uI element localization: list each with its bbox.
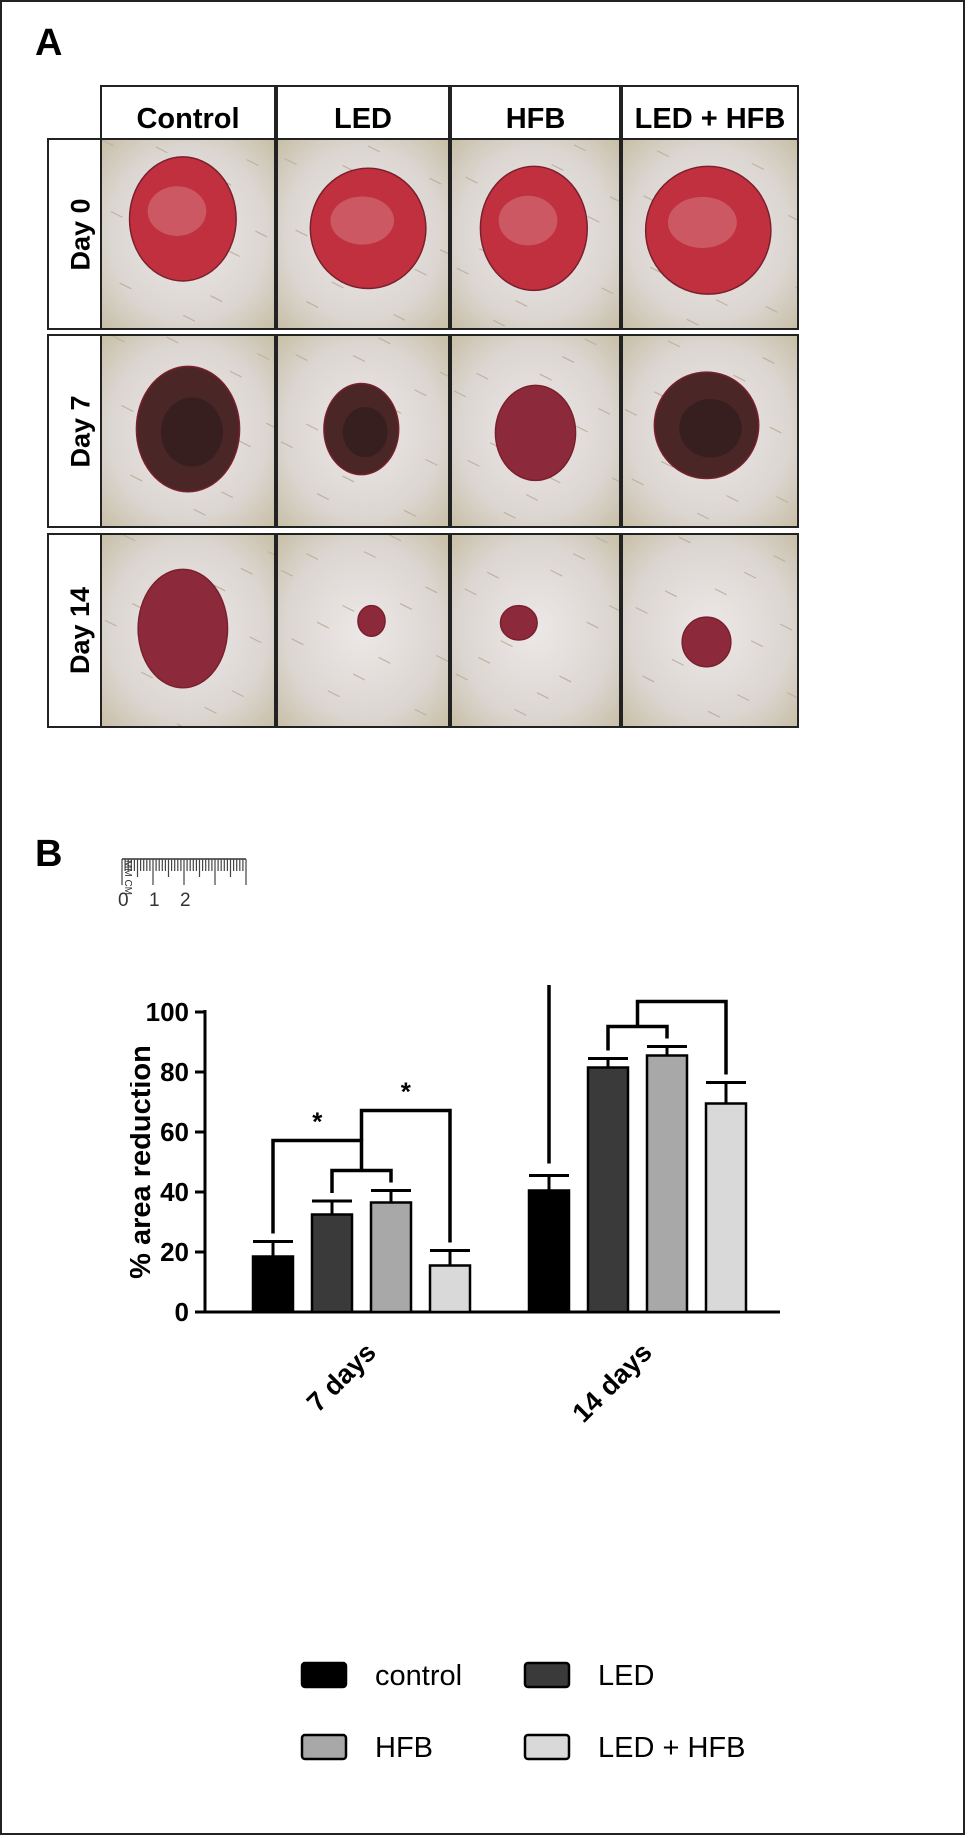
significance-star: * (401, 1077, 412, 1107)
significance-star: * (687, 985, 698, 998)
bar (428, 1264, 472, 1314)
y-tick-label: 100 (146, 997, 189, 1027)
bar (704, 1102, 748, 1314)
significance-bracket (271, 1138, 364, 1234)
ruler-label: 0 (118, 890, 129, 911)
y-tick-label: 80 (160, 1057, 189, 1087)
panel-a-letter: A (35, 22, 63, 64)
y-tick-label: 20 (160, 1237, 189, 1267)
wound-photo (621, 533, 799, 728)
wound-photo (276, 334, 450, 528)
wound-photo (450, 533, 621, 728)
bar (586, 1066, 630, 1314)
significance-star: * (312, 1107, 323, 1137)
legend-label: HFB (375, 1732, 433, 1764)
legend-swatch (523, 1661, 571, 1689)
panel-b-letter: B (35, 833, 63, 875)
area-reduction-bar-chart: 0 20 40 60 80 100 % area reduction 7 days 14 day… (130, 985, 780, 1428)
row-header-day-0-label: Day 0 (65, 197, 96, 271)
y-tick-label: 60 (160, 1117, 189, 1147)
y-tick-label: 40 (160, 1177, 189, 1207)
legend-label: control (375, 1660, 462, 1692)
bar (310, 1213, 354, 1314)
x-category-label: 7 days (301, 1337, 382, 1418)
significance-bracket (359, 1108, 452, 1243)
bar (645, 1054, 689, 1314)
ruler-label: 2 (180, 890, 191, 911)
wound-photo (450, 138, 621, 330)
y-tick-label: 0 (175, 1297, 189, 1327)
wound-photo (100, 533, 276, 728)
wound-photo (276, 138, 450, 330)
wound-photo (100, 138, 276, 330)
x-category-label: 14 days (566, 1337, 657, 1428)
scale-ruler: MM CM0 1 2 (118, 858, 247, 911)
significance-bracket (635, 999, 728, 1075)
bar (369, 1201, 413, 1314)
row-header-day-14-label: Day 14 (65, 586, 96, 675)
y-axis-label: % area reduction (130, 1045, 157, 1279)
legend-swatch (300, 1733, 348, 1761)
legend-swatch (300, 1661, 348, 1689)
legend-label: LED (598, 1660, 654, 1692)
wound-photo (100, 334, 276, 528)
ruler-label: 1 (149, 890, 160, 911)
wound-photo (621, 334, 799, 528)
chart-legend: control LED HFB LED + HFB (300, 1660, 745, 1764)
wound-photo (276, 533, 450, 728)
significance-bracket (547, 985, 551, 1164)
wound-photo (621, 138, 799, 330)
ruler-units: MM CM (122, 860, 133, 895)
legend-swatch (523, 1733, 571, 1761)
bar (527, 1189, 571, 1314)
row-header-day-7-label: Day 7 (65, 394, 96, 468)
wound-photo (450, 334, 621, 528)
legend-label: LED + HFB (598, 1732, 745, 1764)
bar (251, 1255, 295, 1314)
